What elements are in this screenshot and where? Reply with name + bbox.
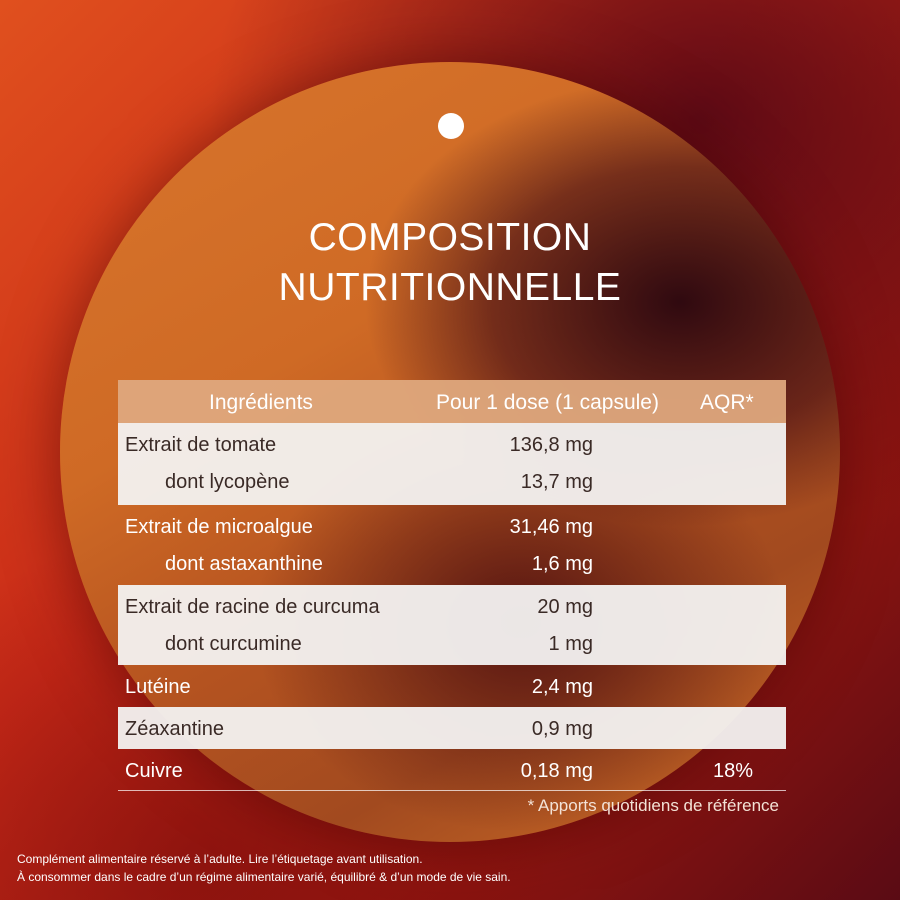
- nutrition-table: Ingrédients Pour 1 dose (1 capsule) AQR*…: [118, 380, 786, 791]
- table-group-curcuma: Extrait de racine de curcuma 20 mg dont …: [118, 585, 786, 665]
- header-aqr: AQR*: [700, 391, 754, 414]
- table-row: Extrait de microalgue 31,46 mg: [118, 507, 786, 544]
- table-row: Zéaxantine 0,9 mg: [118, 709, 786, 746]
- ingredient-value: 31,46 mg: [509, 516, 593, 538]
- header-ingredients: Ingrédients: [209, 391, 313, 414]
- ingredient-name: Cuivre: [125, 760, 183, 782]
- ingredient-value: 2,4 mg: [531, 676, 593, 698]
- table-row: dont astaxanthine 1,6 mg: [118, 544, 786, 581]
- table-group-cuivre: Cuivre 0,18 mg 18%: [118, 749, 786, 791]
- ingredient-name: Extrait de tomate: [125, 434, 277, 456]
- ingredient-name: dont lycopène: [165, 471, 290, 493]
- disclaimer-line-2: À consommer dans le cadre d’un régime al…: [17, 870, 511, 884]
- ingredient-value: 136,8 mg: [509, 434, 593, 456]
- ingredient-value: 1,6 mg: [531, 553, 593, 575]
- table-header: Ingrédients Pour 1 dose (1 capsule) AQR*: [118, 380, 786, 423]
- table-group-zeaxantine: Zéaxantine 0,9 mg: [118, 707, 786, 749]
- footnote: * Apports quotidiens de référence: [527, 796, 779, 815]
- ingredient-name: Zéaxantine: [125, 718, 224, 740]
- title-line-2: NUTRITIONNELLE: [278, 266, 622, 309]
- ingredient-value: 0,18 mg: [520, 760, 593, 782]
- table-group-luteine: Lutéine 2,4 mg: [118, 665, 786, 707]
- ingredient-name: dont curcumine: [165, 633, 302, 655]
- header-dose: Pour 1 dose (1 capsule): [436, 391, 659, 414]
- ingredient-name: Extrait de microalgue: [125, 516, 313, 538]
- table-group-tomate: Extrait de tomate 136,8 mg dont lycopène…: [118, 423, 786, 505]
- ingredient-value: 0,9 mg: [531, 718, 593, 740]
- ingredient-value: 13,7 mg: [520, 471, 593, 493]
- title-line-1: COMPOSITION: [308, 216, 592, 259]
- ingredient-value: 20 mg: [537, 596, 593, 618]
- ingredient-name: dont astaxanthine: [165, 553, 323, 575]
- table-group-microalgue: Extrait de microalgue 31,46 mg dont asta…: [118, 505, 786, 585]
- ingredient-aqr: 18%: [712, 760, 753, 782]
- table-row: Cuivre 0,18 mg 18%: [118, 751, 786, 788]
- disclaimer-line-1: Complément alimentaire réservé à l’adult…: [17, 852, 423, 866]
- ingredient-name: Lutéine: [125, 676, 191, 698]
- table-row: Extrait de tomate 136,8 mg: [118, 425, 786, 462]
- hang-hole-icon: [438, 113, 464, 139]
- ingredient-value: 1 mg: [548, 633, 593, 655]
- table-row: Lutéine 2,4 mg: [118, 667, 786, 704]
- ingredient-name: Extrait de racine de curcuma: [125, 596, 380, 618]
- table-row: dont curcumine 1 mg: [118, 624, 786, 661]
- table-row: Extrait de racine de curcuma 20 mg: [118, 587, 786, 624]
- table-row: dont lycopène 13,7 mg: [118, 462, 786, 499]
